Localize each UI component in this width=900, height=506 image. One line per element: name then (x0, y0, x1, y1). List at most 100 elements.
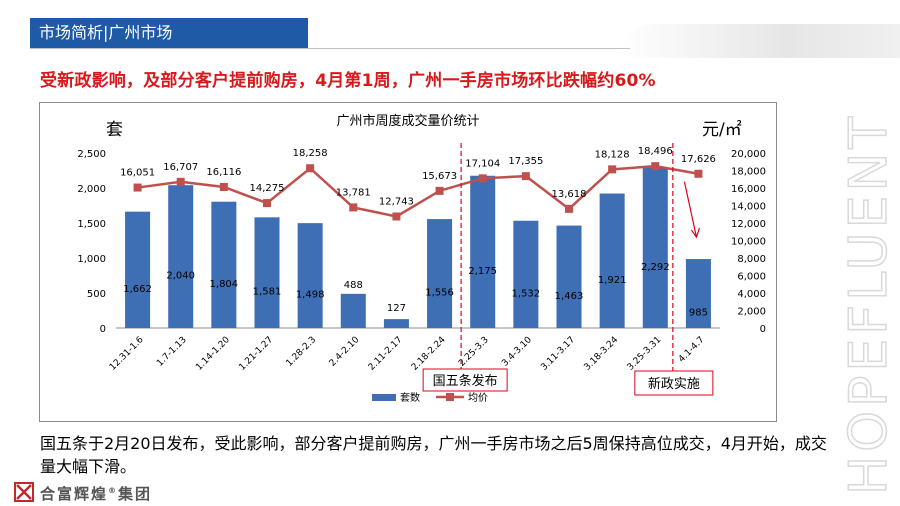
x-tick-label: 2.11-2.17 (367, 335, 405, 373)
bar (125, 211, 151, 328)
price-value-label: 15,673 (422, 171, 457, 182)
chart-frame: 广州市周度成交量价统计 套 元/㎡ 0 500 1,000 1,500 2,000 2,5… (39, 102, 777, 422)
price-value-label: 18,128 (595, 149, 630, 160)
summary-note: 国五条于2月20日发布，受此影响，部分客户提前购房，广州一手房市场之后5周保持高… (40, 434, 827, 476)
x-tick-label: 1.14-1.20 (194, 335, 232, 373)
right-tick-label: 8,000 (737, 254, 766, 265)
x-tick-label: 2.18-2.24 (410, 335, 448, 373)
bar (383, 319, 409, 328)
price-point (478, 174, 487, 183)
right-tick-label: 10,000 (731, 237, 766, 248)
price-point (263, 199, 271, 208)
bar (513, 220, 539, 328)
price-value-label: 18,258 (293, 148, 328, 159)
right-tick-label: 12,000 (731, 219, 766, 230)
price-point (608, 165, 617, 174)
registered-mark: ® (108, 486, 119, 495)
right-tick-label: 4,000 (737, 289, 766, 300)
policy-marker-label: 国五条发布 (433, 373, 498, 389)
bar-value-label: 2,040 (166, 271, 195, 282)
x-tick-label: 1.7-1.13 (155, 335, 189, 369)
page-title: 市场简析|广州市场 (39, 23, 173, 42)
bar-value-label: 2,175 (468, 266, 497, 277)
right-tick-label: 0 (760, 324, 766, 335)
bar-value-label: 1,581 (253, 287, 282, 298)
new-policy-marker-label: 新政实施 (648, 376, 700, 392)
company-logo-icon (14, 482, 34, 502)
bar-value-label: 1,463 (555, 291, 584, 302)
price-point (565, 204, 573, 213)
left-tick-label: 2,000 (77, 184, 106, 195)
annotations: 国五条发布 新政实施 (422, 143, 714, 396)
price-value-label: 17,626 (681, 154, 716, 165)
x-tick-label: 2.4-2.10 (328, 335, 362, 369)
bar (297, 223, 323, 328)
price-point (435, 186, 444, 195)
legend-line-label: 均价 (468, 392, 488, 404)
legend-bar-swatch (372, 394, 396, 401)
bar (211, 201, 237, 328)
price-point (219, 182, 228, 191)
headline: 受新政影响，及部分客户提前购房，4月第1周，广州一手房市场环比跌幅约60% (40, 71, 656, 91)
company-name-suffix: 集团 (118, 485, 153, 503)
x-tick-label: 12.31-1.6 (108, 335, 146, 373)
price-value-label: 13,618 (552, 189, 587, 200)
left-tick-label: 1,500 (77, 219, 106, 230)
bar (685, 259, 711, 328)
price-value-label: 17,104 (465, 158, 500, 169)
bar-value-label: 1,662 (123, 284, 152, 295)
legend-bar-label: 套数 (400, 391, 420, 404)
line-series (133, 162, 703, 221)
left-axis-unit: 套 (106, 120, 123, 140)
legend-line-marker (446, 393, 454, 401)
price-point (133, 183, 142, 192)
bar (168, 185, 194, 328)
header-divider (30, 48, 630, 49)
bar (599, 193, 625, 328)
price-value-label: 12,743 (379, 196, 414, 207)
price-value-label: 16,116 (206, 167, 241, 178)
x-tick-label: 1.21-1.27 (237, 335, 275, 373)
left-tick-label: 1,000 (77, 254, 106, 265)
bar-value-label: 1,498 (296, 290, 325, 301)
bar-value-label: 1,804 (210, 279, 239, 290)
left-tick-label: 500 (87, 289, 106, 300)
right-tick-label: 20,000 (731, 149, 766, 160)
bar (642, 167, 668, 328)
bar (470, 175, 496, 328)
bar-value-label: 1,532 (512, 288, 541, 299)
bar-value-label: 1,921 (598, 275, 627, 286)
right-tick-label: 2,000 (737, 307, 766, 318)
price-point (349, 203, 358, 212)
price-value-label: 16,707 (163, 162, 198, 173)
x-tick-label: 3.18-3.24 (583, 335, 621, 373)
price-point (694, 169, 703, 178)
right-tick-label: 14,000 (731, 202, 766, 213)
price-value-label: 17,355 (508, 156, 543, 167)
bar-value-label: 1,556 (425, 288, 454, 299)
watermark-brand: HOPEFLUENT (842, 112, 900, 495)
bar-value-label: 127 (387, 303, 406, 314)
price-value-label: 16,051 (120, 168, 155, 179)
bar (427, 219, 453, 328)
drop-arrow-head (690, 227, 700, 239)
bar (254, 217, 280, 328)
drop-arrow-line (683, 181, 698, 238)
right-tick-label: 16,000 (731, 184, 766, 195)
price-point (651, 162, 660, 171)
right-tick-label: 6,000 (737, 272, 766, 283)
x-tick-label: 3.25-3.31 (626, 335, 664, 373)
x-tick-labels: 12.31-1.6 1.7-1.13 1.14-1.20 1.21-1.27 1.28-… (108, 335, 707, 373)
price-value-label: 18,496 (638, 146, 673, 157)
bar-value-label: 2,292 (641, 262, 670, 273)
chart-legend: 套数 均价 (372, 391, 488, 404)
bar (556, 225, 582, 328)
x-tick-label: 1.28-2.3 (285, 335, 319, 369)
watermark-text: HOPEFLUENT (842, 113, 899, 495)
new-policy-marker-box (634, 370, 714, 396)
left-tick-label: 2,500 (77, 149, 106, 160)
price-point (521, 172, 530, 181)
decorative-swoosh (620, 24, 900, 58)
chart-title: 广州市周度成交量价统计 (336, 113, 479, 129)
price-value-label: 14,275 (250, 183, 285, 194)
